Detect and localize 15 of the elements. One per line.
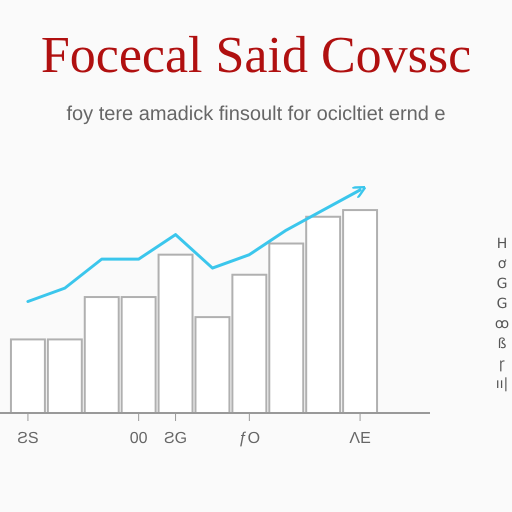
text: ơ: [498, 256, 507, 272]
x-tick-label: ƧS: [17, 430, 39, 447]
text: ꞅ: [499, 356, 505, 372]
x-tick-label: ƒO: [238, 430, 260, 447]
x-tick-label: 00: [130, 430, 148, 447]
text: H: [496, 236, 508, 252]
text: G: [496, 276, 508, 292]
x-tick-label: ƧG: [164, 430, 188, 447]
chart-subtitle: foy tere amadick finsoult for ocicltiet ernd e: [66, 103, 446, 125]
text: ıı|: [496, 376, 508, 392]
x-tick-label: ΛE: [349, 430, 371, 447]
chart-title: Focecal Said Covssc: [40, 27, 472, 84]
text: ꝏ: [494, 316, 510, 332]
text: ß: [498, 336, 507, 352]
text: G: [496, 296, 508, 312]
